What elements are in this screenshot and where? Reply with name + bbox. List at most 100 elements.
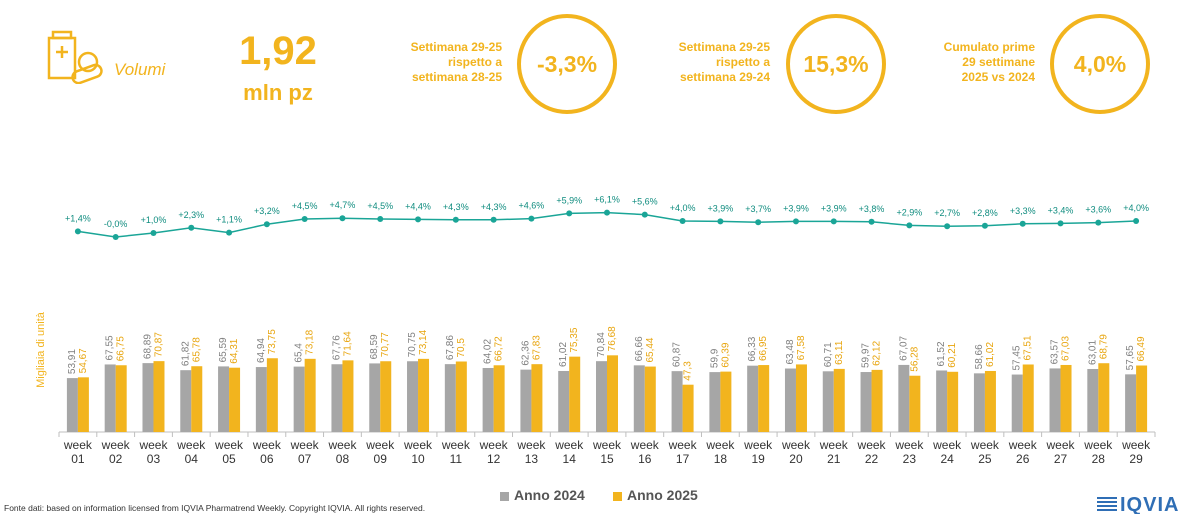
- x-tick-label: 21: [827, 452, 841, 466]
- bar-2024: [180, 370, 192, 432]
- growth-point: [868, 218, 875, 225]
- x-tick-label: 19: [751, 452, 765, 466]
- growth-point: [263, 221, 270, 228]
- bar-label-2024: 70,75: [407, 332, 418, 357]
- x-tick-label: 06: [260, 452, 274, 466]
- growth-point: [566, 210, 573, 217]
- growth-point: [301, 216, 308, 222]
- x-tick-label: 23: [903, 452, 917, 466]
- x-tick-label: 07: [298, 452, 312, 466]
- bar-2025: [304, 358, 316, 432]
- iqvia-logo-text: IQVIA: [1120, 494, 1179, 514]
- bar-2025: [871, 369, 883, 432]
- x-tick-label: 03: [147, 452, 161, 466]
- growth-label: +3,7%: [745, 204, 771, 214]
- bar-2025: [115, 365, 127, 432]
- kpi-desc-1: Settimana 29-25 rispetto a settimana 28-…: [372, 40, 502, 85]
- growth-label: +4,7%: [330, 200, 356, 210]
- bar-label-2025: 68,79: [1098, 334, 1109, 359]
- bar-2024: [784, 368, 796, 432]
- growth-point: [981, 222, 988, 229]
- bar-label-2024: 65,59: [218, 337, 229, 362]
- x-tick-label: 28: [1092, 452, 1106, 466]
- bar-2025: [342, 360, 354, 432]
- pill-box-icon: [47, 30, 103, 84]
- bar-label-2024: 67,55: [105, 335, 116, 360]
- kpi-value: 1,92: [239, 29, 317, 73]
- x-tick-label: week: [819, 438, 849, 452]
- kpi-desc-line: settimana 28-25: [411, 70, 502, 84]
- bar-label-2025: 75,35: [569, 327, 580, 352]
- growth-label: +4,5%: [292, 201, 318, 211]
- bar-label-2024: 65,4: [294, 343, 305, 363]
- growth-point: [339, 215, 346, 222]
- bar-2025: [984, 370, 996, 432]
- x-tick-label: 11: [450, 452, 463, 466]
- kpi-circle-2: 15,3%: [786, 14, 886, 114]
- kpi-circle-3: 4,0%: [1050, 14, 1150, 114]
- iqvia-logo-stripes: [1097, 497, 1117, 511]
- x-tick-label: week: [290, 438, 320, 452]
- kpi-desc-line: Cumulato prime: [943, 40, 1035, 54]
- growth-label: +2,3%: [178, 210, 204, 220]
- bar-2024: [331, 364, 343, 432]
- bar-label-2024: 60,87: [672, 342, 683, 367]
- bar-label-2024: 64,94: [256, 338, 267, 363]
- bar-label-2025: 73,18: [305, 329, 316, 354]
- bar-label-2025: 60,39: [720, 342, 731, 367]
- bar-2024: [633, 365, 645, 432]
- bar-label-2024: 68,89: [142, 334, 153, 359]
- bar-label-2024: 68,59: [369, 334, 380, 359]
- x-tick-label: 10: [411, 452, 425, 466]
- bar-2025: [380, 361, 392, 432]
- bar-2024: [407, 361, 419, 432]
- bar-label-2025: 70,77: [380, 332, 391, 357]
- bar-2025: [1022, 364, 1034, 432]
- growth-label: +1,1%: [216, 215, 242, 225]
- legend-swatch-2024: [500, 491, 509, 501]
- x-tick-label: week: [932, 438, 962, 452]
- growth-label: +4,0%: [1123, 203, 1149, 213]
- bar-2024: [596, 361, 607, 432]
- bar-2024: [558, 370, 570, 432]
- growth-label: +5,9%: [556, 195, 582, 205]
- bar-label-2024: 67,76: [331, 335, 342, 360]
- growth-label: +1,0%: [141, 215, 167, 225]
- bar-2024: [936, 370, 948, 432]
- bar-label-2024: 61,52: [936, 341, 947, 366]
- growth-label: +4,3%: [481, 202, 507, 212]
- bar-2025: [644, 366, 656, 432]
- bar-label-2024: 64,02: [483, 339, 494, 364]
- bar-label-2025: 76,68: [607, 326, 618, 351]
- bar-2025: [569, 356, 581, 432]
- x-tick-label: week: [743, 438, 773, 452]
- bar-2024: [898, 364, 910, 432]
- bar-label-2025: 70,5: [456, 338, 467, 358]
- growth-label: +4,5%: [367, 201, 393, 211]
- x-tick-label: 20: [789, 452, 803, 466]
- bar-label-2025: 65,78: [191, 337, 202, 362]
- bar-label-2024: 59,9: [709, 348, 720, 368]
- bar-label-2025: 66,95: [758, 336, 769, 361]
- bar-label-2024: 57,65: [1125, 345, 1136, 370]
- bar-label-2025: 67,83: [531, 335, 542, 360]
- x-tick-label: 18: [714, 452, 728, 466]
- bar-label-2025: 56,28: [909, 346, 920, 371]
- bar-2024: [973, 373, 985, 432]
- growth-point: [755, 219, 762, 226]
- bar-2025: [191, 366, 203, 432]
- growth-label: +3,4%: [1048, 205, 1074, 215]
- growth-label: +3,8%: [859, 204, 885, 214]
- bar-label-2024: 67,86: [445, 335, 456, 360]
- bar-2024: [709, 372, 721, 432]
- growth-point: [415, 216, 422, 223]
- x-tick-label: week: [1083, 438, 1113, 452]
- kpi-desc-2: Settimana 29-25 rispetto a settimana 29-…: [640, 40, 770, 85]
- growth-point: [1133, 218, 1140, 224]
- x-tick-label: 08: [336, 452, 350, 466]
- bar-2025: [455, 361, 467, 432]
- growth-point: [1019, 220, 1026, 227]
- bar-label-2025: 60,21: [947, 342, 958, 367]
- kpi-desc-line: Settimana 29-25: [678, 40, 770, 54]
- bar-label-2024: 59,97: [861, 343, 872, 368]
